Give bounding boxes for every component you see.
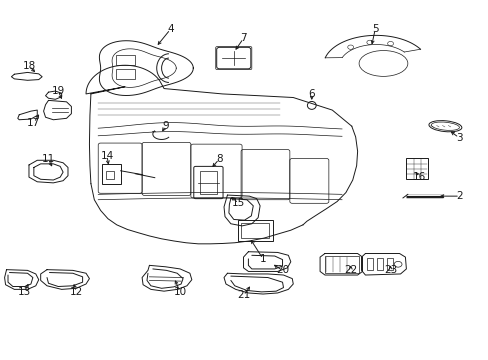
- Text: 5: 5: [371, 24, 378, 35]
- Text: 11: 11: [42, 154, 55, 164]
- Bar: [102, 164, 121, 184]
- Bar: [366, 258, 372, 270]
- Text: 20: 20: [275, 265, 288, 275]
- Bar: [386, 258, 392, 270]
- Bar: [116, 55, 135, 65]
- Text: 2: 2: [456, 191, 463, 201]
- Text: 14: 14: [100, 150, 113, 161]
- Bar: [325, 256, 358, 273]
- Text: 9: 9: [162, 121, 168, 131]
- Text: 7: 7: [240, 33, 246, 43]
- Bar: [237, 220, 272, 241]
- Text: 21: 21: [236, 291, 250, 301]
- Text: 23: 23: [384, 265, 397, 275]
- Text: 18: 18: [22, 61, 36, 71]
- Bar: [106, 171, 114, 179]
- Text: 10: 10: [173, 287, 186, 297]
- Text: 13: 13: [18, 287, 31, 297]
- Text: 19: 19: [52, 86, 65, 96]
- Text: 17: 17: [27, 118, 41, 128]
- Text: 8: 8: [215, 154, 222, 164]
- Bar: [241, 223, 269, 238]
- Bar: [199, 171, 217, 194]
- Bar: [116, 69, 135, 79]
- Text: 12: 12: [69, 287, 83, 297]
- Text: 4: 4: [167, 24, 173, 35]
- Text: 3: 3: [455, 133, 462, 143]
- Bar: [376, 258, 382, 270]
- Text: 6: 6: [308, 89, 314, 99]
- Text: 1: 1: [259, 254, 266, 264]
- Bar: [406, 158, 427, 179]
- Text: 22: 22: [344, 265, 357, 275]
- Text: 15: 15: [231, 198, 245, 208]
- Text: 16: 16: [411, 172, 425, 182]
